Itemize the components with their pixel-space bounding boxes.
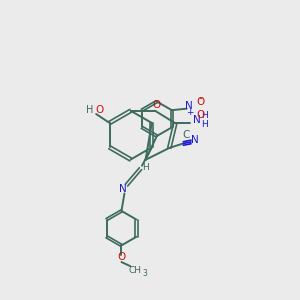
Text: H: H: [142, 163, 149, 172]
Text: 3: 3: [143, 269, 148, 278]
Text: +: +: [186, 108, 193, 117]
Text: N: N: [119, 184, 127, 194]
Text: N: N: [191, 135, 199, 145]
Text: O: O: [196, 110, 205, 120]
Text: N: N: [185, 101, 193, 111]
Text: N: N: [193, 115, 200, 125]
Text: C: C: [183, 130, 190, 140]
Text: H: H: [201, 111, 208, 120]
Text: O: O: [95, 105, 103, 115]
Text: O: O: [196, 97, 205, 107]
Text: -: -: [199, 93, 203, 103]
Text: O: O: [152, 100, 161, 110]
Text: CH: CH: [129, 266, 142, 274]
Text: H: H: [201, 120, 208, 129]
Text: H: H: [86, 105, 93, 115]
Text: O: O: [117, 252, 126, 262]
